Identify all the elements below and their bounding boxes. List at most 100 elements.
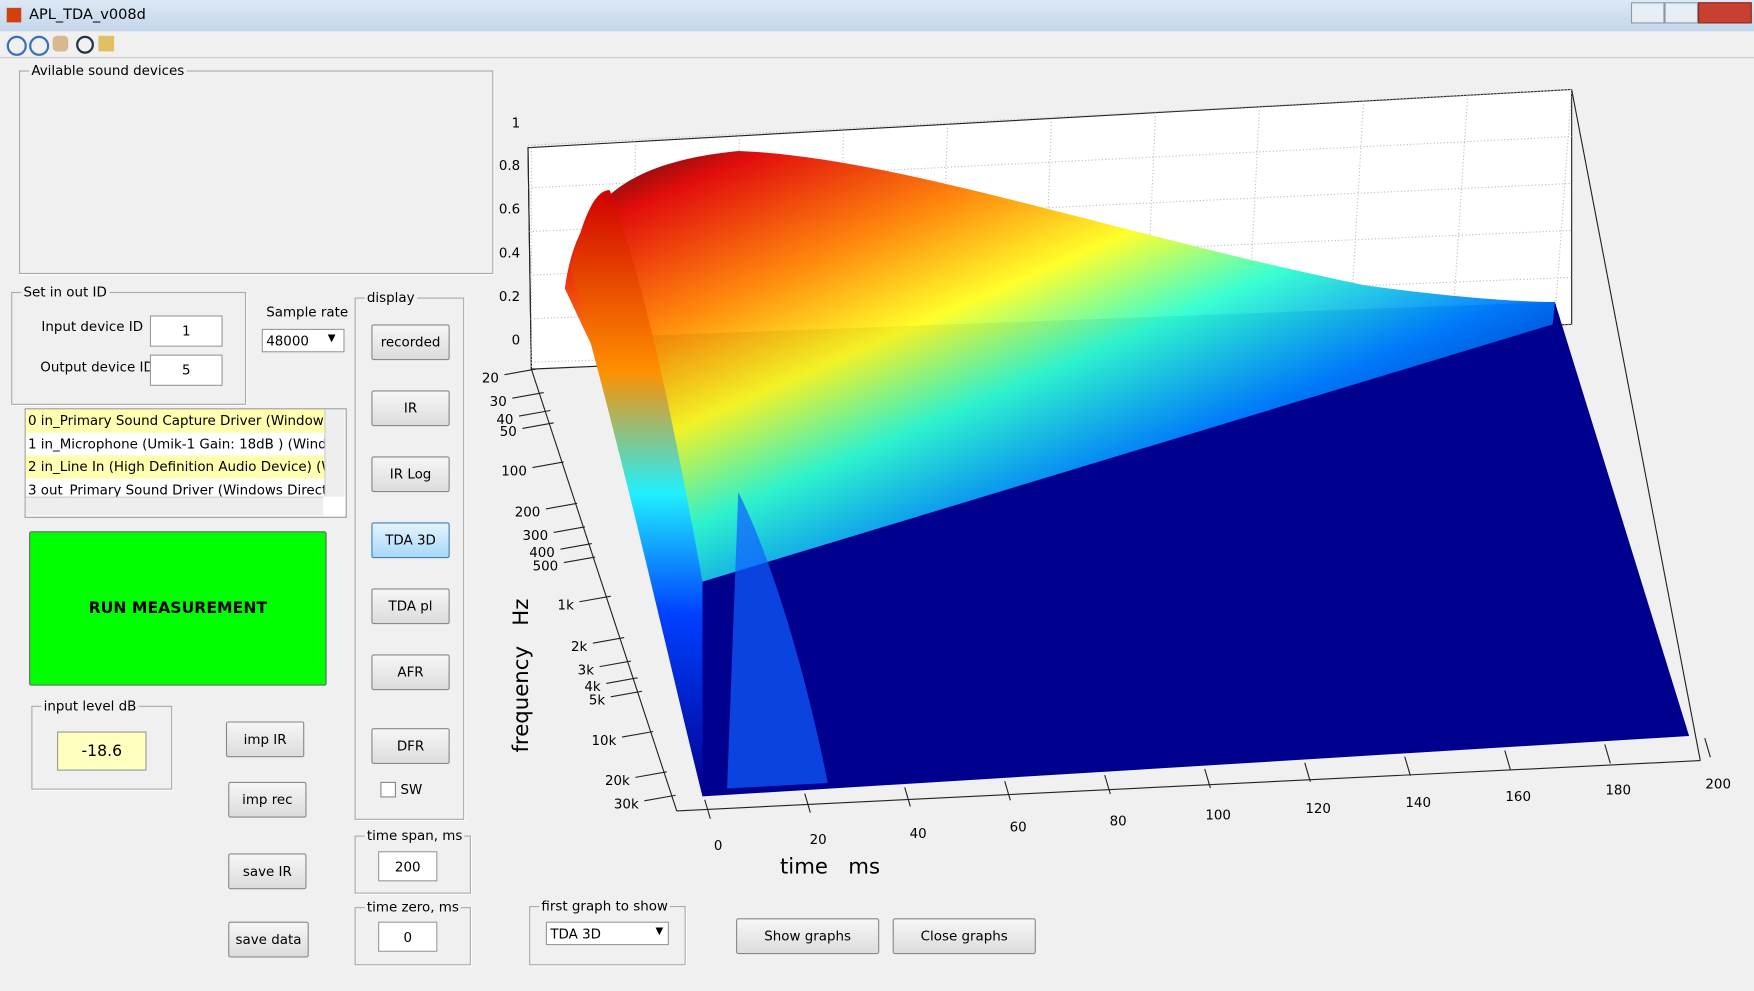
freq-tick-label: 200 [515, 506, 541, 521]
tick-mark [635, 771, 667, 778]
first-graph-panel: first graph to show [529, 898, 686, 966]
panel-title: input level dB [41, 697, 139, 714]
display-button[interactable]: TDA 3D [371, 522, 450, 559]
freq-tick-label: 20k [605, 774, 630, 789]
tick-mark [804, 793, 811, 813]
freq-tick-label: 20 [482, 372, 499, 387]
minimize[interactable] [1630, 2, 1665, 24]
pan[interactable] [52, 35, 69, 52]
grid-line [1554, 89, 1573, 319]
device-item[interactable]: 3 out_Primary Sound Driver (Windows Dire… [25, 478, 326, 502]
time-tick-label: 80 [1110, 814, 1127, 829]
display-button[interactable]: IR [371, 390, 450, 427]
display-button[interactable]: DFR [371, 728, 450, 764]
time-tick-label: 60 [1010, 821, 1027, 836]
tick-mark [560, 543, 592, 550]
save-ir[interactable]: save IR [228, 853, 307, 890]
display-button[interactable]: recorded [371, 324, 450, 361]
z-tick-label: 0.6 [499, 203, 520, 218]
time-tick-label: 120 [1305, 802, 1331, 817]
app-icon [6, 7, 22, 23]
time-span-panel: time span, ms [354, 827, 471, 894]
tick-mark [1404, 756, 1411, 776]
dropdown-arrow[interactable]: ▼ [327, 333, 336, 345]
panel-title: Avilable sound devices [29, 62, 187, 79]
panel-title: first graph to show [539, 898, 671, 914]
tick-mark [610, 690, 643, 698]
freq-tick-label: 50 [500, 425, 517, 440]
tail [727, 492, 828, 789]
panel-title: time zero, ms [364, 899, 462, 915]
front-slice [570, 190, 703, 797]
time-span[interactable]: 200 [378, 851, 438, 882]
tick-mark [1004, 781, 1011, 801]
time-zero-panel: time zero, ms [354, 899, 471, 966]
freq-tick-label: 400 [529, 546, 555, 561]
freq-tick-label: 4k [584, 680, 601, 695]
grid-line [529, 182, 1572, 233]
tick-mark [512, 392, 544, 399]
sample-rate[interactable]: 48000 [261, 328, 345, 353]
y-axis-label: frequency Hz [509, 599, 534, 753]
title-bar [0, 0, 1754, 32]
display-panel: display [354, 289, 465, 820]
save-data[interactable]: save data [228, 921, 309, 958]
time-zero[interactable]: 0 [378, 921, 438, 952]
zoom-out[interactable] [29, 35, 50, 56]
input-id[interactable]: 1 [149, 315, 223, 347]
tick-mark [504, 368, 536, 376]
grid-line [1349, 101, 1365, 329]
freq-tick-label: 30k [614, 798, 639, 813]
close[interactable] [1698, 2, 1752, 24]
tick-mark [518, 409, 551, 417]
freq-tick-label: 5k [589, 694, 606, 709]
z-tick-label: 0 [512, 334, 521, 349]
run-button[interactable]: RUN MEASUREMENT [29, 531, 327, 686]
show-graphs[interactable]: Show graphs [736, 918, 880, 955]
imp-rec[interactable]: imp rec [228, 781, 307, 818]
device-item[interactable]: 0 in_Primary Sound Capture Driver (Windo… [25, 409, 326, 433]
z-tick-label: 0.8 [499, 159, 520, 174]
time-tick-label: 200 [1705, 778, 1731, 793]
freq-tick-label: 2k [571, 640, 588, 655]
output-id[interactable]: 5 [149, 354, 223, 386]
freq-tick-label: 10k [592, 734, 617, 749]
first-graph[interactable]: TDA 3D [545, 921, 669, 946]
freq-tick-label: 30 [490, 395, 507, 410]
tick-mark [1604, 744, 1611, 764]
sw-checkbox[interactable] [380, 781, 396, 798]
tick-mark [1504, 750, 1511, 770]
panel-title: time span, ms [364, 827, 465, 844]
dropdown-arrow[interactable]: ▼ [655, 926, 664, 938]
input-level: -18.6 [57, 731, 147, 771]
level-panel: input level dB [31, 697, 173, 790]
devices-panel: Avilable sound devices [19, 62, 494, 275]
imp-ir[interactable]: imp IR [225, 721, 305, 758]
label: Input device ID [41, 318, 144, 335]
display-button[interactable]: IR Log [371, 456, 450, 493]
grid-line [528, 135, 1572, 189]
freq-tick-label: 100 [501, 464, 527, 479]
zoom-in[interactable] [6, 35, 27, 56]
maximize[interactable] [1664, 2, 1699, 24]
rotate[interactable] [76, 35, 94, 54]
freq-tick-label: 500 [533, 559, 559, 574]
scrollbar[interactable] [25, 496, 324, 516]
tick-mark [545, 502, 578, 510]
close-graphs[interactable]: Close graphs [892, 918, 1036, 955]
tick-mark [606, 677, 638, 684]
time-tick-label: 100 [1205, 808, 1231, 823]
tick-mark [704, 799, 711, 819]
tick-mark [1704, 738, 1711, 758]
x-axis-label: time ms [780, 855, 880, 880]
z-tick-label: 0.4 [499, 246, 520, 261]
data-cursor[interactable] [98, 35, 115, 52]
scrollbar[interactable] [324, 409, 345, 497]
device-item[interactable]: 2 in_Line In (High Definition Audio Devi… [25, 455, 326, 479]
tick-mark [644, 794, 676, 802]
device-item[interactable]: 1 in_Microphone (Umik-1 Gain: 18dB ) (Wi… [25, 432, 326, 456]
display-button[interactable]: AFR [371, 654, 450, 691]
display-button[interactable]: TDA pl [371, 588, 450, 625]
